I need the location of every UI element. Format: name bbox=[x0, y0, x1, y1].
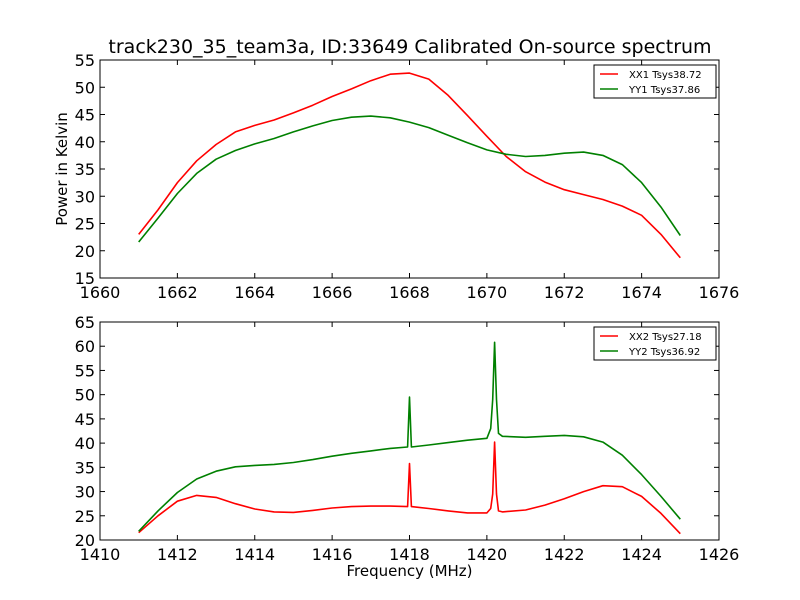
bottom-y-tick-label: 65 bbox=[75, 313, 95, 332]
top-x-tick-label: 1662 bbox=[157, 283, 198, 302]
top-x-tick-label: 1668 bbox=[389, 283, 430, 302]
bottom-series-line-1 bbox=[138, 441, 681, 535]
bottom-x-tick-label: 1414 bbox=[234, 545, 275, 564]
top-y-axis-label: Power in Kelvin bbox=[53, 112, 71, 226]
bottom-legend-box bbox=[593, 326, 717, 361]
top-subplot: 1660 1662 1664 1666 1668 1670 1672 1674 1676 15 20… bbox=[53, 51, 739, 302]
chart-title: track230_35_team3a, ID:33649 Calibrated … bbox=[108, 36, 711, 58]
bottom-y-tick-label: 40 bbox=[75, 434, 95, 453]
top-legend-box bbox=[593, 64, 717, 99]
top-y-tick-label: 15 bbox=[75, 269, 95, 288]
top-y-tick-label: 45 bbox=[75, 106, 95, 125]
bottom-x-tick-label: 1418 bbox=[389, 545, 430, 564]
top-x-tick-label: 1676 bbox=[699, 283, 740, 302]
top-y-tick-label: 20 bbox=[75, 242, 95, 261]
top-y-tick-label: 55 bbox=[75, 51, 95, 70]
bottom-y-tick-label: 50 bbox=[75, 386, 95, 405]
bottom-x-tick-label: 1416 bbox=[312, 545, 353, 564]
top-y-tick-label: 35 bbox=[75, 160, 95, 179]
bottom-y-tick-label: 55 bbox=[75, 361, 95, 380]
bottom-x-tick-label: 1426 bbox=[699, 545, 740, 564]
bottom-legend-label: YY2 Tsys36.92 bbox=[628, 347, 700, 358]
top-x-tick-label: 1660 bbox=[80, 283, 121, 302]
top-x-tick-label: 1670 bbox=[467, 283, 508, 302]
top-y-tick-label: 30 bbox=[75, 187, 95, 206]
top-legend-label: YY1 Tsys37.86 bbox=[628, 85, 700, 96]
bottom-x-tick-label: 1420 bbox=[467, 545, 508, 564]
bottom-subplot: 1410 1412 1414 1416 1418 1420 1422 1424 1426 20 25… bbox=[75, 313, 740, 580]
bottom-x-tick-label: 1412 bbox=[157, 545, 198, 564]
top-y-tick-label: 40 bbox=[75, 133, 95, 152]
bottom-x-tick-label: 1422 bbox=[544, 545, 585, 564]
bottom-x-tick-label: 1424 bbox=[621, 545, 662, 564]
top-y-tick-label: 25 bbox=[75, 215, 95, 234]
bottom-y-tick-label: 45 bbox=[75, 410, 95, 429]
bottom-legend: XX2 Tsys27.18 YY2 Tsys36.92 bbox=[593, 326, 717, 361]
bottom-y-tick-label: 60 bbox=[75, 337, 95, 356]
bottom-legend-label: XX2 Tsys27.18 bbox=[629, 332, 702, 343]
top-series-line-2 bbox=[138, 115, 681, 243]
top-series-line-1 bbox=[138, 72, 681, 259]
top-y-tick-label: 50 bbox=[75, 78, 95, 97]
bottom-x-axis-label: Frequency (MHz) bbox=[346, 562, 472, 580]
bottom-y-tick-label: 35 bbox=[75, 458, 95, 477]
top-legend-label: XX1 Tsys38.72 bbox=[629, 70, 702, 81]
top-x-tick-label: 1664 bbox=[234, 283, 275, 302]
bottom-y-tick-label: 30 bbox=[75, 483, 95, 502]
bottom-series-line-2 bbox=[138, 341, 681, 532]
top-x-tick-label: 1672 bbox=[544, 283, 585, 302]
bottom-y-tick-label: 20 bbox=[75, 531, 95, 550]
top-x-tick-label: 1674 bbox=[621, 283, 662, 302]
bottom-y-tick-label: 25 bbox=[75, 507, 95, 526]
top-legend: XX1 Tsys38.72 YY1 Tsys37.86 bbox=[593, 64, 717, 99]
bottom-x-tick-label: 1410 bbox=[80, 545, 121, 564]
top-x-tick-label: 1666 bbox=[312, 283, 353, 302]
